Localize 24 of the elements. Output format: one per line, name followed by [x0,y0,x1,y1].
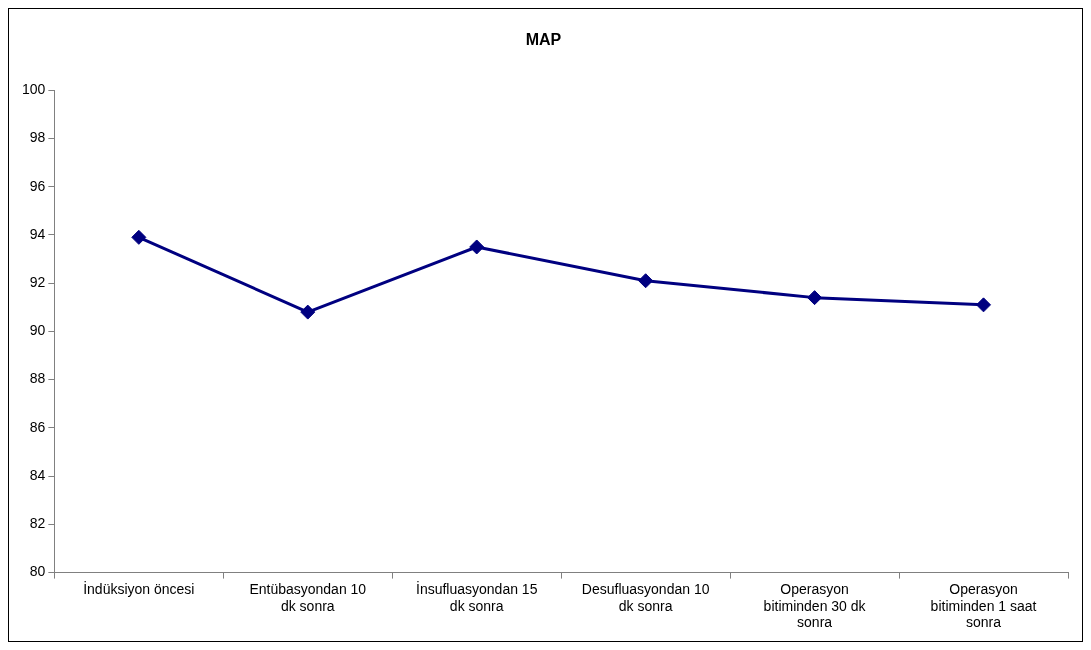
point [638,273,654,289]
x-tick-label: İndüksiyon öncesi [83,579,195,597]
point [469,239,485,255]
point [300,304,316,320]
y-tick-label: 92 [29,274,46,291]
point [807,290,823,306]
y-tick-label: 90 [29,322,46,339]
point [131,229,147,245]
y-tick-label: 84 [29,466,46,483]
y-tick-label: 82 [29,515,46,532]
y-tick-label: 86 [29,418,46,435]
x-tick-label: Desufluasyondan 10 dk sonra [581,580,710,614]
y-tick-label: 100 [22,81,46,98]
point [976,297,992,313]
chart-title: MAP [525,31,562,49]
y-tick-label: 96 [29,177,46,194]
x-tick-label: İnsufluasyondan 15 dk sonra [415,579,538,614]
y-tick-label: 80 [29,563,46,580]
y-tick-label: 88 [29,370,46,387]
x-tick-label: Entübasyondan 10 dk sonra [249,580,367,614]
y-tick-label: 98 [29,129,46,146]
x-tick-label: Operasyon bitiminden 1 saat sonra [930,580,1037,631]
y-tick-label: 94 [29,225,46,242]
x-tick-label: Operasyon bitiminden 30 dk sonra [763,580,867,631]
